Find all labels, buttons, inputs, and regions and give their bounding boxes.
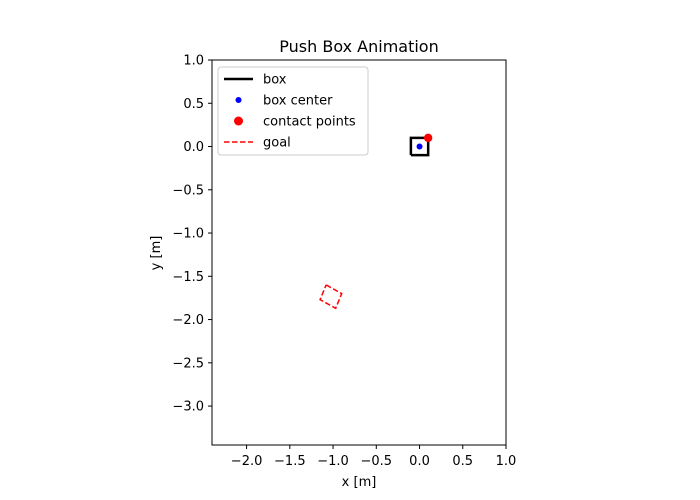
y-tick-label: −1.5 bbox=[172, 270, 204, 285]
x-tick-label: 1.0 bbox=[496, 454, 517, 469]
legend-label-3: goal bbox=[263, 136, 291, 151]
y-tick-label: −1.0 bbox=[172, 227, 204, 242]
chart-title: Push Box Animation bbox=[279, 37, 438, 56]
x-tick-label: 0.0 bbox=[409, 454, 430, 469]
x-tick-label: −2.0 bbox=[231, 454, 263, 469]
plot-area bbox=[319, 133, 433, 310]
legend: box box center contact points goal bbox=[217, 66, 369, 156]
legend-marker-2 bbox=[234, 116, 243, 126]
x-tick-label: 0.5 bbox=[452, 454, 473, 469]
y-tick-label: −2.0 bbox=[172, 313, 204, 328]
y-tick-label: 0.5 bbox=[183, 97, 204, 112]
y-tick-label: 0.0 bbox=[183, 140, 204, 155]
x-tick-label: −0.5 bbox=[361, 454, 393, 469]
series-1-point-0 bbox=[416, 143, 423, 150]
axes: −2.0 −1.5 −1.0 −0.5 0.0 0.5 1.0 1.0 0.5 0.0 −0.5 −1… bbox=[172, 54, 516, 470]
y-tick-label: −2.5 bbox=[172, 356, 204, 371]
legend-marker-1 bbox=[235, 97, 242, 103]
legend-label-2: contact points bbox=[263, 115, 356, 130]
x-tick-label: −1.5 bbox=[274, 454, 306, 469]
series-2-point-0 bbox=[423, 133, 433, 143]
y-tick-label: 1.0 bbox=[183, 54, 204, 69]
x-tick-label: −1.0 bbox=[317, 454, 349, 469]
x-axis-label: x [m] bbox=[342, 475, 377, 490]
y-tick-label: −0.5 bbox=[172, 183, 204, 198]
legend-label-1: box center bbox=[263, 94, 333, 109]
y-tick-label: −3.0 bbox=[172, 400, 204, 415]
legend-label-0: box bbox=[263, 73, 287, 88]
y-axis-label: y [m] bbox=[149, 236, 164, 271]
plot-frame bbox=[211, 59, 507, 446]
legend-box bbox=[217, 66, 369, 156]
series-3-line bbox=[319, 284, 343, 310]
